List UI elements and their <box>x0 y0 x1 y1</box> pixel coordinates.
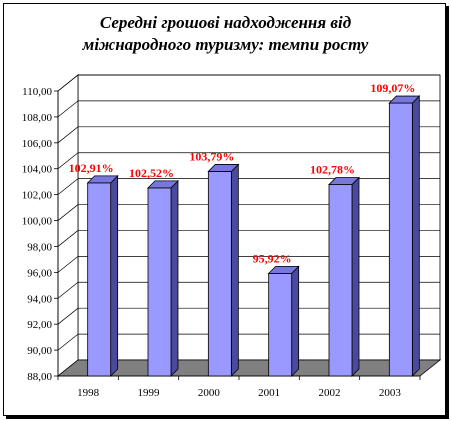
chart-title: Середні грошові надходження від міжнарод… <box>0 12 451 56</box>
data-label: 102,52% <box>129 166 174 180</box>
chart-title-line-1: Середні грошові надходження від <box>99 13 352 32</box>
back-wall <box>77 74 441 361</box>
y-tick-label: 94,00 <box>27 293 52 305</box>
y-tick-label: 88,00 <box>27 371 52 383</box>
gridline-depth <box>57 307 79 325</box>
y-tick-label: 100,00 <box>22 216 53 228</box>
bar <box>388 102 413 377</box>
bar-side <box>230 163 239 377</box>
bar-top <box>86 175 119 184</box>
gridline-depth <box>57 204 79 221</box>
bar-top <box>207 164 240 172</box>
gridline-depth <box>57 256 79 273</box>
bar-top <box>388 95 421 104</box>
gridline-depth <box>57 100 79 118</box>
y-tick-label: 98,00 <box>27 241 52 253</box>
gridline-depth <box>57 152 79 170</box>
x-tick-label: 2002 <box>319 387 341 399</box>
bar-side <box>110 174 119 377</box>
data-label: 102,78% <box>310 163 355 177</box>
gridline-depth <box>57 178 79 195</box>
y-tick-label: 108,00 <box>22 112 53 124</box>
bar-side <box>291 265 300 377</box>
data-label: 103,79% <box>189 149 234 163</box>
x-tick-label: 2000 <box>198 387 221 399</box>
bar-top <box>267 265 300 274</box>
data-label: 102,91% <box>69 161 114 175</box>
bar-top <box>147 180 179 189</box>
data-label: 95,92% <box>253 251 292 265</box>
bar-side <box>170 179 179 377</box>
bar <box>268 272 293 377</box>
gridline-depth <box>57 333 79 351</box>
bar <box>328 184 353 377</box>
y-tick-label: 106,00 <box>22 138 53 150</box>
gridline-depth <box>57 230 79 247</box>
y-tick-label: 92,00 <box>27 319 52 331</box>
y-tick-label: 110,00 <box>22 86 52 98</box>
y-tick-label: 96,00 <box>27 267 52 279</box>
x-tick-label: 1999 <box>138 387 161 399</box>
x-tick-label: 2001 <box>258 387 280 399</box>
chart-title-line-2: міжнародного туризму: темпи росту <box>82 35 369 54</box>
y-tick-label: 102,00 <box>22 190 53 202</box>
gridline-depth <box>57 74 79 92</box>
side-wall <box>57 74 79 377</box>
bar <box>207 171 232 377</box>
bar-side <box>351 176 360 377</box>
bar <box>147 187 172 377</box>
gridline-depth <box>57 281 79 299</box>
gridline-depth <box>57 126 79 144</box>
x-tick-label: 2003 <box>379 387 402 399</box>
bar-side <box>411 95 420 377</box>
x-tick-label: 1998 <box>77 387 100 399</box>
y-tick-label: 104,00 <box>22 164 53 176</box>
bar <box>87 182 112 377</box>
bar-top <box>328 177 360 185</box>
y-tick-label: 90,00 <box>27 345 52 357</box>
data-label: 109,07% <box>370 81 415 95</box>
